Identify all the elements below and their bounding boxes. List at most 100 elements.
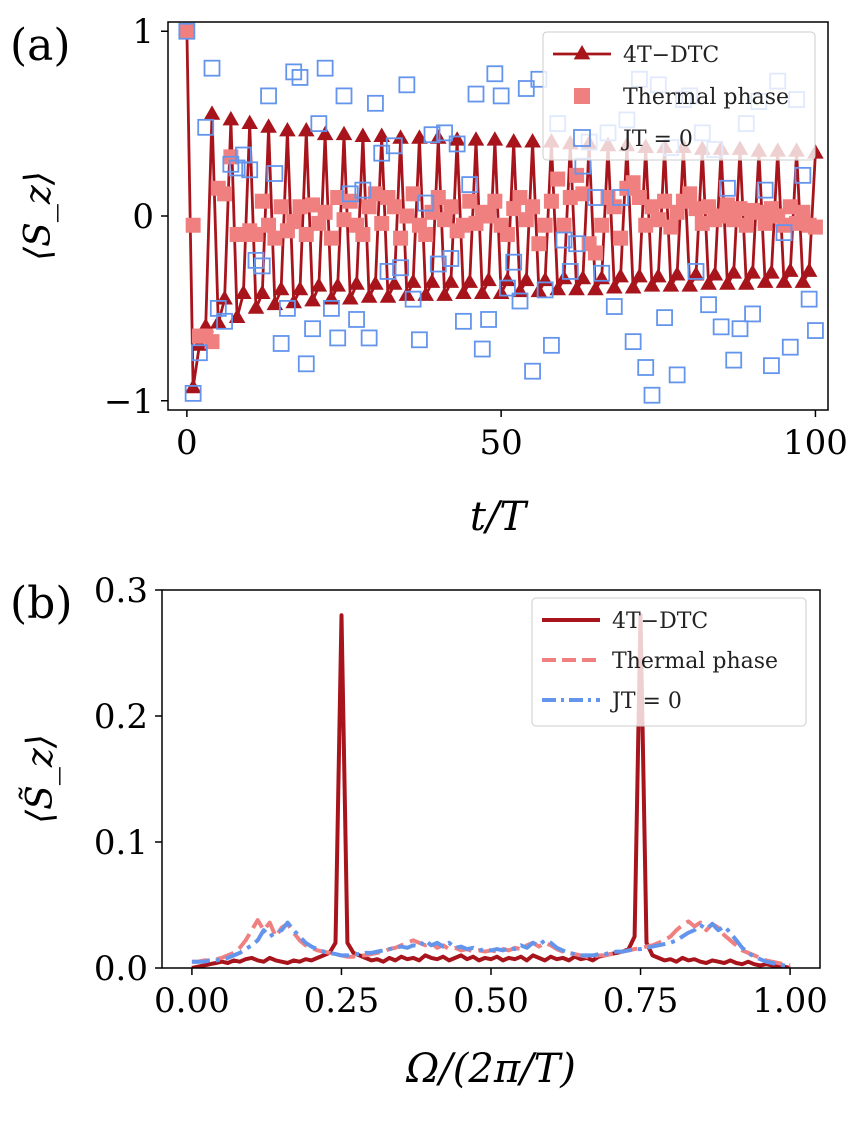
dtc-point-13 [260,118,277,133]
dtc-point-60 [555,269,573,285]
jt0-point-68 [605,298,623,315]
dtc-point-92 [756,273,774,288]
jt0-point-73 [637,359,655,376]
thermal-point-77 [663,219,679,235]
dtc-point-30 [367,275,384,290]
jt0-point-39 [423,126,441,144]
x-tick-label-2: 100 [783,423,847,463]
thermal-point-55 [525,199,541,215]
thermal-point-72 [631,190,647,206]
jt0-point-34 [392,259,409,277]
jt0-point-93 [763,357,780,375]
jt0-point-0 [178,22,196,40]
dtc-point-83 [700,275,717,290]
dtc-point-81 [687,266,705,281]
dtc-point-47 [474,284,491,299]
thermal-point-81 [688,201,704,217]
thermal-point-30 [367,186,383,202]
dtc-point-18 [291,280,309,296]
dtc-point-36 [404,273,422,288]
thermal-point-45 [462,193,478,209]
dtc-point-62 [568,280,585,296]
dtc-point-90 [744,264,761,279]
jt0-point-10 [241,161,259,179]
dtc-point-32 [379,288,397,303]
dtc-point-25 [335,125,353,141]
jt0-point-90 [744,305,761,323]
dtc-point-22 [316,125,334,141]
thermal-point-33 [386,199,402,215]
y-axis-label: ⟨S_z⟩ [18,171,59,261]
jt0-point-99 [800,290,818,308]
thermal-point-24 [330,190,346,206]
legend-marker-dtc [573,45,591,60]
jt0-point-58 [543,336,560,354]
jt0-point-47 [473,340,491,358]
jt0-point-96 [781,338,799,356]
jt0-point-41 [436,124,453,142]
dtc-point-86 [719,275,736,290]
jt0-point-19 [297,355,315,373]
dtc-point-52 [505,133,522,148]
jt0-point-24 [329,329,347,347]
dtc-point-80 [681,277,698,292]
jt0-point-36 [404,290,422,308]
dtc-point-14 [266,295,284,311]
thermal-point-75 [650,212,666,228]
legend-label-1: Thermal phase [612,649,778,674]
dtc-point-29 [360,288,378,303]
y-tick-label-0: −1 [104,382,154,422]
dtc-point-39 [423,273,441,288]
jt0-point-46 [467,85,485,103]
dtc-point-26 [342,290,359,305]
thermal-point-36 [405,186,421,202]
y-tick-label-2: 0.2 [94,697,148,737]
dtc-point-77 [662,277,680,292]
jt0-point-100 [807,322,824,339]
dtc-point-9 [235,284,252,299]
jt0-point-8 [228,159,246,177]
jt0-point-20 [304,320,321,338]
thermal-point-92 [757,215,773,231]
thermal-point-35 [399,208,415,224]
jt0-point-83 [700,296,717,314]
thermal-point-88 [732,201,748,217]
thermal-point-71 [625,175,641,191]
thermal-point-6 [217,186,233,202]
jt0-point-33 [385,137,403,155]
thermal-point-49 [487,193,503,209]
y-axis-label: ⟨S̃_z⟩ [19,734,61,824]
thermal-point-73 [638,217,654,233]
dtc-point-21 [310,277,328,292]
jt0-point-13 [260,87,277,105]
thermal-point-12 [254,193,270,209]
dtc-point-78 [668,266,686,281]
x-tick-label-0: 0 [176,423,198,463]
x-tick-label-1: 50 [480,423,523,463]
legend-label-0: 4T−DTC [612,609,708,634]
x-tick-label-0: 0.00 [154,981,230,1021]
jt0-point-16 [279,299,296,317]
thermal-point-86 [719,197,735,213]
plot-area [191,613,791,968]
jt0-point-74 [643,386,661,404]
jt0-point-30 [367,94,384,112]
jt0-point-32 [379,263,397,280]
thermal-point-31 [374,215,390,231]
y-tick-label-3: 0.3 [94,571,148,611]
thermal-point-53 [512,190,528,206]
plot-area [178,22,824,404]
dtc-point-72 [631,267,648,283]
dtc-point-48 [480,271,497,287]
thermal-point-22 [317,204,333,220]
thermal-point-65 [587,245,603,261]
dtc-point-20 [304,291,321,307]
thermal-point-39 [424,204,440,220]
jt0-point-22 [316,59,334,77]
series-dtc-line [191,613,791,968]
jt0-point-76 [656,309,673,327]
jt0-point-17 [285,63,303,81]
dtc-point-10 [241,114,258,130]
thermal-point-89 [738,217,754,233]
thermal-point-60 [556,217,572,233]
